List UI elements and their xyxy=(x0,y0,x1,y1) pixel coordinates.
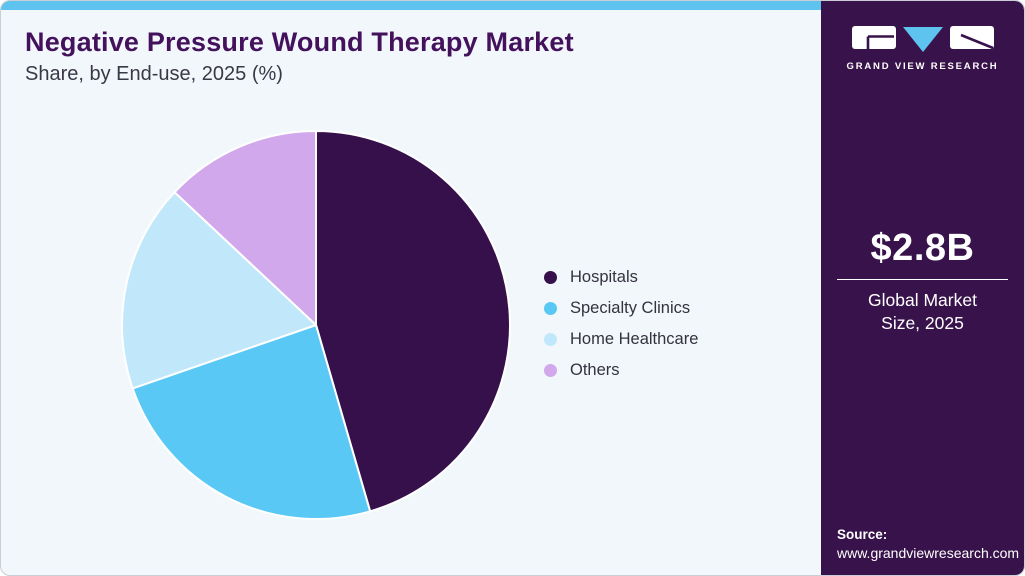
legend-item-home-healthcare: Home Healthcare xyxy=(544,328,698,350)
pie-chart-svg xyxy=(121,130,511,520)
page-title: Negative Pressure Wound Therapy Market xyxy=(25,27,574,57)
source-block: Source: www.grandviewresearch.com xyxy=(837,527,1019,561)
legend-item-label: Home Healthcare xyxy=(570,329,699,348)
gvr-logo: GRAND VIEW RESEARCH xyxy=(821,26,1024,72)
page-subtitle: Share, by End-use, 2025 (%) xyxy=(25,63,283,85)
legend-dot-icon xyxy=(544,363,557,377)
market-size-block: $2.8B Global Market Size, 2025 xyxy=(821,227,1024,335)
legend-dot-icon xyxy=(544,332,557,346)
logo-g-block-icon xyxy=(851,26,896,49)
pie-slice-others xyxy=(173,130,317,326)
logo-r-block-icon xyxy=(949,26,994,49)
pie-slice-specialty-clinics xyxy=(131,324,372,520)
source-label: Source: xyxy=(837,527,888,542)
pie-slice-home-healthcare xyxy=(121,191,317,390)
pie-chart xyxy=(120,129,512,521)
pie-slice-hospitals xyxy=(315,130,511,513)
market-size-label: Global Market Size, 2025 xyxy=(868,290,977,334)
chart-legend: Hospitals Specialty Clinics Home Healthc… xyxy=(544,266,698,390)
legend-item-label: Hospitals xyxy=(570,267,638,286)
legend-dot-icon xyxy=(544,301,557,315)
legend-dot-icon xyxy=(544,270,557,284)
gvr-logo-icon xyxy=(851,26,994,52)
source-url-link[interactable]: www.grandviewresearch.com xyxy=(837,545,1020,561)
brand-name: GRAND VIEW RESEARCH xyxy=(846,61,999,72)
market-size-value: $2.8B xyxy=(870,227,975,269)
legend-item-hospitals: Hospitals xyxy=(544,266,698,288)
brand-sidebar: GRAND VIEW RESEARCH $2.8B Global Market … xyxy=(821,1,1024,575)
legend-item-label: Others xyxy=(570,360,620,379)
chart-header: Negative Pressure Wound Therapy Market S… xyxy=(25,27,574,86)
legend-item-others: Others xyxy=(544,359,698,381)
legend-item-label: Specialty Clinics xyxy=(570,298,691,317)
accent-top-strip xyxy=(1,1,823,10)
legend-item-specialty-clinics: Specialty Clinics xyxy=(544,297,698,319)
divider xyxy=(837,279,1008,280)
logo-v-triangle-icon xyxy=(902,27,943,52)
